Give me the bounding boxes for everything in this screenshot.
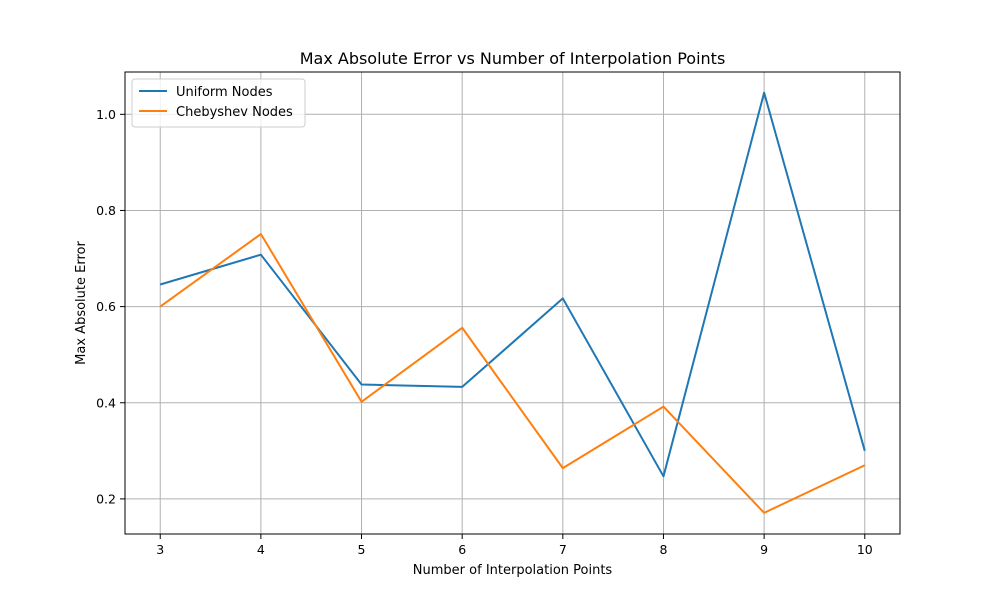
- x-tick-label: 10: [857, 542, 873, 557]
- series-line-chebyshev-nodes: [159, 233, 866, 514]
- legend-label-chebyshev-nodes: Chebyshev Nodes: [176, 105, 293, 120]
- x-axis-label: Number of Interpolation Points: [413, 563, 613, 578]
- x-tick-label: 3: [156, 542, 164, 557]
- y-axis: 0.2 0.4 0.6 0.8 1.0: [96, 107, 125, 506]
- x-tick-label: 6: [458, 542, 466, 557]
- legend-box: [131, 78, 306, 128]
- y-tick-label: 1.0: [96, 107, 116, 122]
- legend: Uniform Nodes Chebyshev Nodes: [131, 78, 306, 128]
- y-tick-label: 0.4: [96, 395, 116, 410]
- chart-title: Max Absolute Error vs Number of Interpol…: [300, 49, 726, 68]
- x-tick-label: 9: [760, 542, 768, 557]
- series-layer: [159, 91, 866, 514]
- y-tick-label: 0.8: [96, 203, 116, 218]
- series-line-uniform-nodes: [159, 91, 866, 478]
- y-tick-label: 0.2: [96, 491, 116, 506]
- y-axis-label: Max Absolute Error: [74, 241, 89, 365]
- x-axis: 3 4 5 6 7 8 9 10: [156, 534, 873, 557]
- y-tick-label: 0.6: [96, 299, 116, 314]
- axes-frame: [124, 71, 901, 535]
- legend-label-uniform-nodes: Uniform Nodes: [176, 85, 273, 100]
- grid-lines: [125, 72, 900, 534]
- x-tick-label: 8: [659, 542, 667, 557]
- x-tick-label: 7: [559, 542, 567, 557]
- x-tick-label: 5: [358, 542, 366, 557]
- x-tick-label: 4: [257, 542, 265, 557]
